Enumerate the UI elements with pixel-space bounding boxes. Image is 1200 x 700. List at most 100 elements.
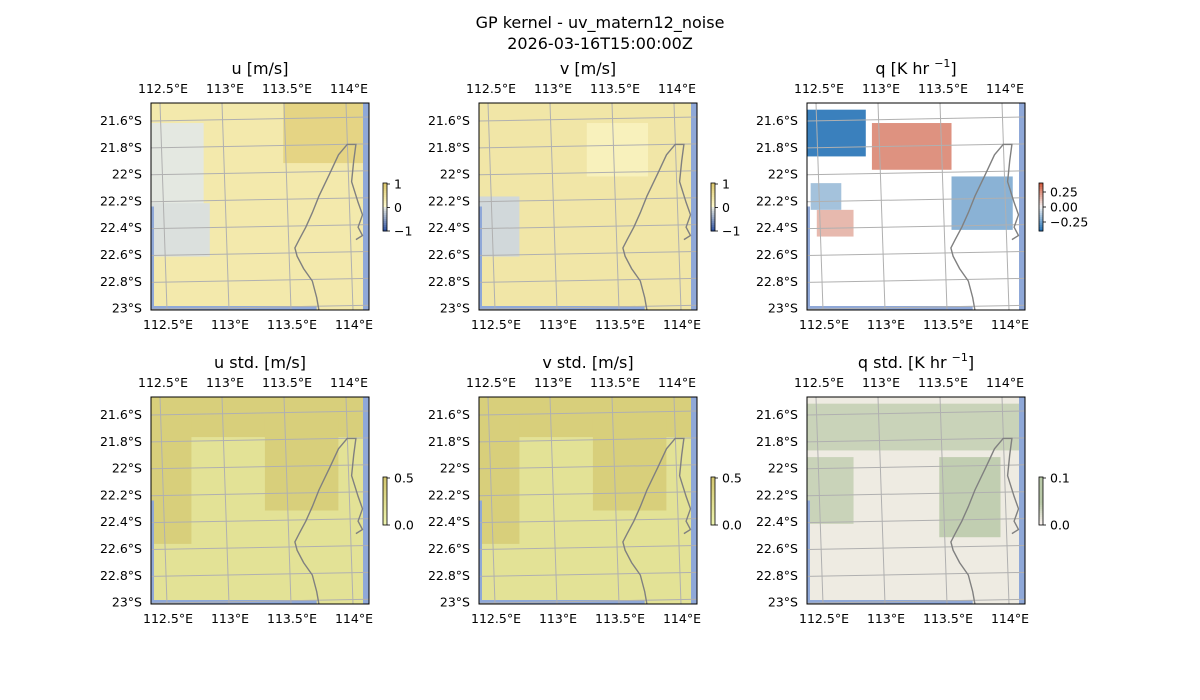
y-tick-label: 21.8°S [756, 434, 798, 449]
colorbar-swatch [383, 229, 387, 232]
map-area-u [151, 103, 369, 310]
gridline-lat [807, 571, 1025, 577]
colorbar-swatch [1039, 221, 1043, 224]
x-tick-label-top: 114°E [986, 375, 1024, 390]
colorbar-swatch [383, 217, 387, 220]
colorbar-swatch [1039, 483, 1043, 486]
y-tick-label: 21.8°S [756, 140, 798, 155]
colorbar-swatch [383, 507, 387, 510]
gridline-lon [221, 397, 230, 604]
colorbar-swatch [711, 493, 715, 496]
x-tick-label-top: 112.5°E [466, 375, 516, 390]
colorbar-swatch [383, 207, 387, 210]
x-tick-label-bottom: 112.5°E [471, 317, 521, 332]
colorbar-swatch [383, 487, 387, 490]
ocean-west [151, 500, 154, 604]
x-tick-label-top: 113°E [534, 375, 572, 390]
colorbar-swatch [1039, 503, 1043, 506]
y-tick-label: 22.4°S [428, 220, 470, 235]
x-tick-label-top: 113.5°E [918, 375, 968, 390]
colorbar-swatch [1039, 497, 1043, 500]
y-tick-label: 22.4°S [756, 220, 798, 235]
colorbar-swatch [711, 505, 715, 508]
gridline-lat [807, 598, 1025, 604]
x-tick-label-top: 112.5°E [794, 81, 844, 96]
field-cell-ne-high [283, 103, 369, 164]
colorbar-frame [382, 182, 388, 232]
y-tick-label: 22.8°S [100, 274, 142, 289]
x-tick-label-top: 114°E [330, 375, 368, 390]
gridline-lat [151, 304, 369, 310]
gridline-lat [151, 251, 369, 256]
axes-frame [806, 396, 1026, 605]
panel-title: v [m/s] [560, 59, 616, 78]
colorbar-tick-label: 0.0 [722, 518, 742, 533]
colorbar-swatch [711, 523, 715, 526]
gridline-lat [479, 545, 697, 550]
gridline-lat [807, 464, 1025, 470]
gridline-lon [345, 103, 354, 310]
panel-v: v [m/s]112.5°E112.5°E113°E113°E113.5°E11… [428, 59, 740, 332]
colorbar-swatch [711, 213, 715, 216]
x-tick-label-bottom: 114°E [335, 317, 373, 332]
colorbar-swatch [1039, 193, 1043, 196]
x-tick-label-top: 114°E [658, 81, 696, 96]
field-cell-west-block [479, 417, 520, 544]
colorbar-swatch [711, 479, 715, 482]
x-tick-label-top: 113.5°E [262, 375, 312, 390]
gridline-lat [807, 251, 1025, 256]
x-tick-label-top: 113°E [534, 81, 572, 96]
colorbar-tick-label: 0.5 [722, 471, 742, 486]
map-area-v [479, 103, 697, 310]
x-tick-label-bottom: 114°E [663, 611, 701, 626]
field-cell-sw-positive [816, 209, 854, 237]
gridline-lat [479, 197, 697, 203]
colorbar-swatch [1039, 207, 1043, 210]
y-tick-label: 22°S [112, 461, 142, 476]
gridline-lat [807, 437, 1025, 443]
colorbar-swatch [1039, 205, 1043, 208]
colorbar-swatch [711, 189, 715, 192]
ocean-east [1019, 103, 1025, 310]
colorbar-swatch [711, 499, 715, 502]
colorbar-swatch [1039, 189, 1043, 192]
gridline-lat [807, 170, 1025, 176]
axes-frame [150, 102, 370, 311]
gridline-lon [877, 103, 886, 310]
y-tick-label: 22.6°S [100, 541, 142, 556]
x-tick-label-top: 112.5°E [794, 375, 844, 390]
colorbar-swatch [1039, 225, 1043, 228]
coastline [950, 437, 1020, 604]
colorbar-swatch [711, 185, 715, 188]
colorbar-swatch [711, 485, 715, 488]
colorbar-swatch [711, 229, 715, 232]
colorbar-swatch [711, 227, 715, 230]
colorbar-swatch [383, 519, 387, 522]
gridline-lat [479, 598, 697, 604]
colorbar-swatch [1039, 219, 1043, 222]
colorbar-swatch [383, 205, 387, 208]
colorbar-tick-label: 0.5 [394, 471, 414, 486]
gridline-lat [807, 304, 1025, 310]
colorbar-tick-label: 0.25 [1050, 185, 1078, 200]
axes-frame [150, 396, 370, 605]
colorbar-swatch [383, 183, 387, 186]
ocean-east [363, 397, 369, 604]
gridline-lat [151, 277, 369, 283]
gridline-lat [151, 518, 369, 524]
colorbar-swatch [383, 187, 387, 190]
gridline-lat [151, 571, 369, 577]
y-tick-label: 22.8°S [428, 568, 470, 583]
colorbar-swatch [383, 495, 387, 498]
ocean-west [479, 500, 482, 604]
panel-u_std: u std. [m/s] 112.5°E 112.5°E 113°E 113°E 113.… [100, 353, 414, 626]
ocean-east [691, 397, 697, 604]
gridline-lat [479, 143, 697, 149]
colorbar-swatch [383, 225, 387, 228]
colorbar-swatch [383, 509, 387, 512]
gridline-lat [807, 491, 1025, 497]
colorbar-swatch [711, 483, 715, 486]
colorbar-swatch [1039, 477, 1043, 480]
colorbar-swatch [383, 479, 387, 482]
